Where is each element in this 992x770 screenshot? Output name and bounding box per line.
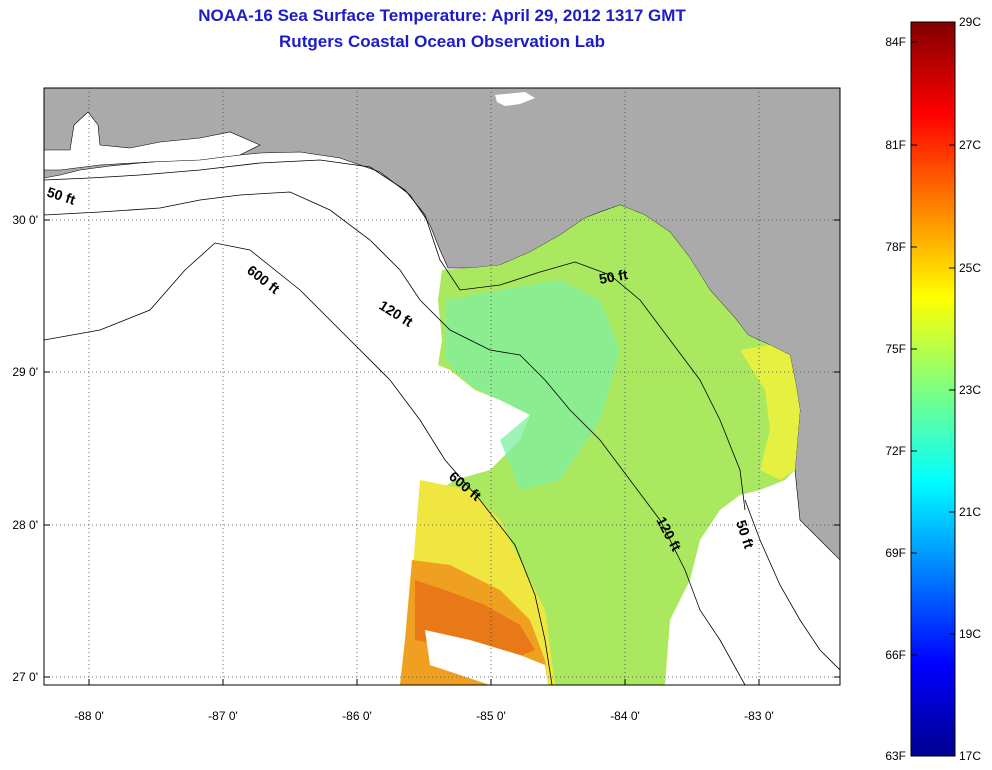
lake	[495, 92, 535, 106]
x-tick-label: -84 0'	[610, 709, 640, 723]
map-tick-marks	[44, 219, 840, 685]
sst-white-gap	[425, 630, 548, 685]
colorbar-c-label: 29C	[959, 15, 981, 29]
sst-yellow-coast	[740, 345, 800, 480]
colorbar-f-label: 75F	[885, 342, 906, 356]
x-tick-label: -87 0'	[208, 709, 238, 723]
x-tick-label: -86 0'	[342, 709, 372, 723]
colorbar-f-label: 84F	[885, 35, 906, 49]
y-tick-label: 27 0'	[12, 670, 38, 684]
y-tick-label: 29 0'	[12, 365, 38, 379]
colorbar-f-label: 72F	[885, 444, 906, 458]
map-subtitle: Rutgers Coastal Ocean Observation Lab	[279, 32, 605, 51]
colorbar	[910, 21, 956, 757]
contour-label: 50 ft	[598, 266, 629, 287]
colorbar-f-label: 63F	[885, 749, 906, 763]
x-tick-label: -88 0'	[74, 709, 104, 723]
colorbar-ticks	[911, 21, 955, 656]
colorbar-c-label: 27C	[959, 138, 981, 152]
colorbar-c-label: 23C	[959, 383, 981, 397]
colorbar-c-label: 19C	[959, 627, 981, 641]
contour-50ft-east	[744, 499, 840, 671]
y-tick-label: 28 0'	[12, 518, 38, 532]
colorbar-f-label: 66F	[885, 648, 906, 662]
colorbar-c-label: 25C	[959, 261, 981, 275]
contour-120ft	[44, 191, 746, 685]
colorbar-c-label: 17C	[959, 749, 981, 763]
colorbar-f-label: 78F	[885, 240, 906, 254]
colorbar-c-label: 21C	[959, 505, 981, 519]
contour-600ft	[44, 242, 553, 685]
map-gridlines	[44, 88, 840, 685]
x-tick-label: -83 0'	[744, 709, 774, 723]
coastal-bay	[44, 111, 261, 171]
colorbar-f-label: 81F	[885, 138, 906, 152]
x-tick-label: -85 0'	[476, 709, 506, 723]
colorbar-f-label: 69F	[885, 546, 906, 560]
sst-cyan-band	[445, 280, 620, 490]
map-title: NOAA-16 Sea Surface Temperature: April 2…	[198, 6, 686, 25]
y-tick-label: 30 0'	[12, 213, 38, 227]
map-border	[43, 87, 841, 686]
contour-50ft-west	[44, 159, 746, 511]
